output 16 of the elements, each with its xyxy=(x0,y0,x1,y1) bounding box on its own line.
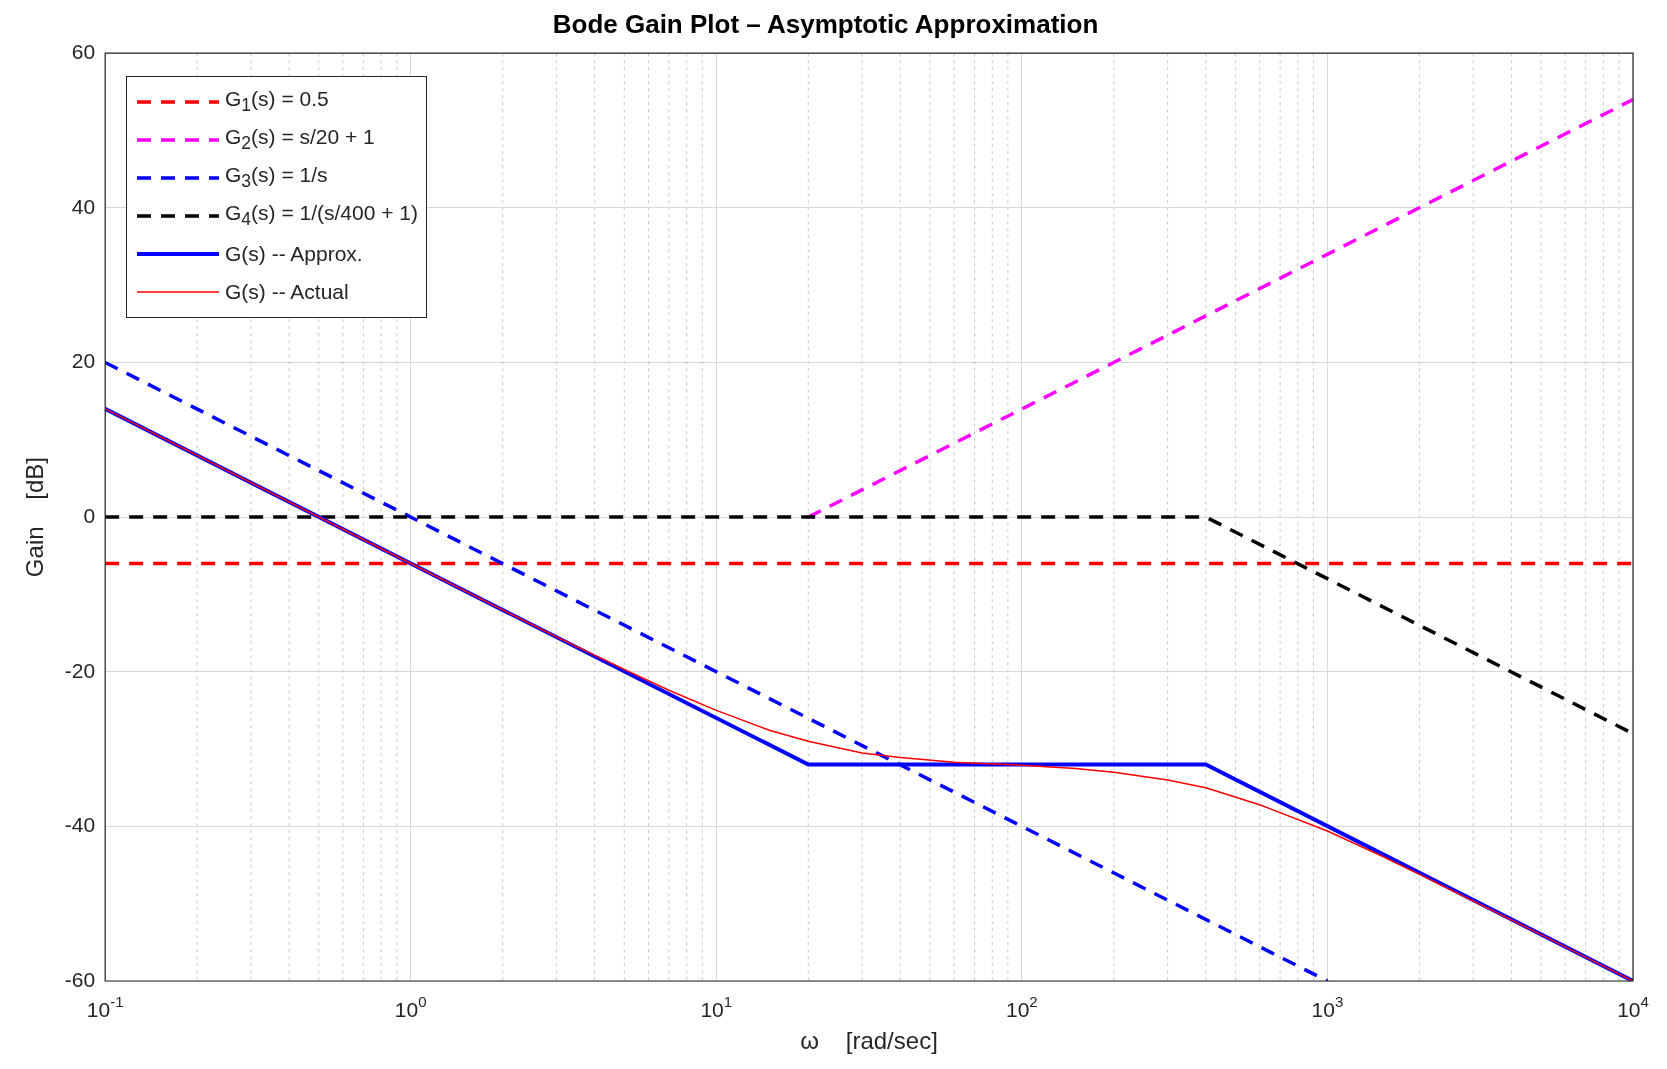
y-tick-label: -60 xyxy=(64,967,96,991)
chart-title: Bode Gain Plot – Asymptotic Approximation xyxy=(552,8,1099,39)
y-axis-title: Gain [dB] xyxy=(21,457,49,578)
legend-label: G$_{3}$(s) = 1/s xyxy=(225,163,328,193)
x-axis-title: ω [rad/sec] xyxy=(800,1027,938,1055)
legend-label: G(s) -- Approx. xyxy=(225,242,363,266)
y-tick-label: -20 xyxy=(64,658,96,682)
y-tick-label: 20 xyxy=(71,349,96,373)
y-tick-label: 0 xyxy=(83,503,96,527)
legend-label: G$_{4}$(s) = 1/(s/400 + 1) xyxy=(225,201,418,231)
y-tick-label: 60 xyxy=(71,40,96,63)
legend-label: G$_{2}$(s) = s/20 + 1 xyxy=(225,125,375,155)
y-tick-label: 40 xyxy=(71,194,96,218)
legend-label: G$_{1}$(s) = 0.5 xyxy=(225,87,329,117)
legend-label: G(s) -- Actual xyxy=(225,280,349,304)
y-tick-label: -40 xyxy=(64,813,96,837)
